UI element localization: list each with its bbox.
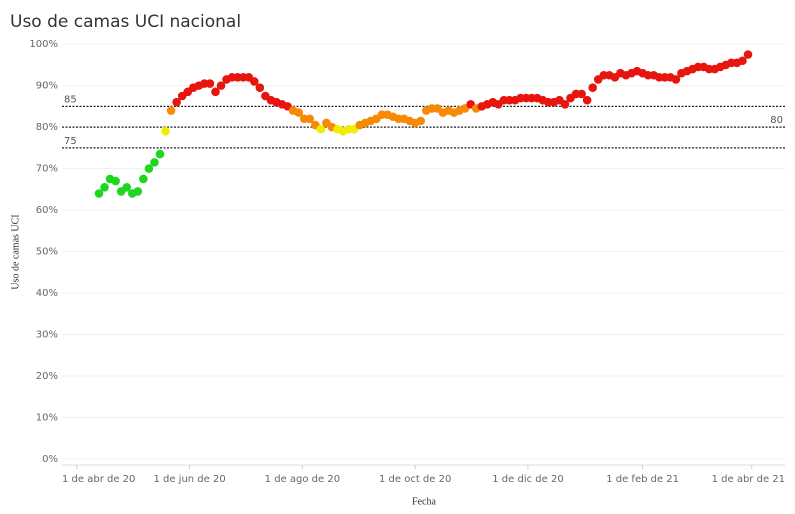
y-tick-label: 40% xyxy=(36,288,58,299)
x-tick-label: 1 de dic de 20 xyxy=(492,474,563,485)
y-tick-label: 90% xyxy=(36,81,58,92)
data-point xyxy=(216,81,226,90)
x-tick-label: 1 de feb de 21 xyxy=(606,474,679,485)
data-point xyxy=(582,95,592,105)
data-point xyxy=(294,108,303,117)
data-point xyxy=(133,187,143,196)
y-tick-label: 30% xyxy=(36,330,58,341)
x-tick-label: 1 de jun de 20 xyxy=(153,474,225,485)
data-point xyxy=(166,106,176,115)
x-tick-label: 1 de oct de 20 xyxy=(379,474,451,485)
y-tick-label: 0% xyxy=(42,454,58,465)
data-point xyxy=(94,189,104,198)
data-point xyxy=(139,174,148,184)
data-point xyxy=(671,75,681,84)
data-point xyxy=(161,126,170,136)
data-point xyxy=(122,182,132,192)
y-tick-label: 50% xyxy=(36,247,58,258)
y-tick-label: 80% xyxy=(36,122,58,133)
y-tick-label: 20% xyxy=(36,371,58,382)
data-point xyxy=(560,100,570,109)
data-point xyxy=(416,116,426,126)
data-point xyxy=(100,182,109,192)
data-point xyxy=(111,176,120,186)
data-point xyxy=(577,89,586,99)
data-point xyxy=(155,149,165,159)
data-point xyxy=(305,114,315,124)
data-point xyxy=(743,50,753,59)
data-point xyxy=(738,56,747,66)
data-point xyxy=(172,97,181,107)
x-tick-label: 1 de abr de 20 xyxy=(62,474,135,485)
data-point xyxy=(150,158,159,167)
data-point xyxy=(255,83,265,93)
data-point xyxy=(205,79,215,88)
x-tick-label: 1 de ago de 20 xyxy=(265,474,340,485)
chart-title: Uso de camas UCI nacional xyxy=(10,12,241,32)
x-axis-title: Fecha xyxy=(412,496,436,507)
y-tick-label: 70% xyxy=(36,164,58,175)
x-tick-label: 1 de abr de 21 xyxy=(712,474,785,485)
reference-label: 75 xyxy=(64,136,77,147)
reference-label: 80 xyxy=(770,115,783,126)
y-tick-label: 10% xyxy=(36,413,58,424)
data-point xyxy=(588,83,597,93)
y-tick-label: 60% xyxy=(36,205,58,216)
data-point xyxy=(250,77,259,86)
y-tick-label: 100% xyxy=(29,39,58,50)
y-axis-title: Uso de camas UCI xyxy=(10,214,21,289)
data-point xyxy=(144,164,154,173)
data-point xyxy=(211,87,220,97)
data-point xyxy=(316,124,326,134)
reference-label: 85 xyxy=(64,94,77,105)
